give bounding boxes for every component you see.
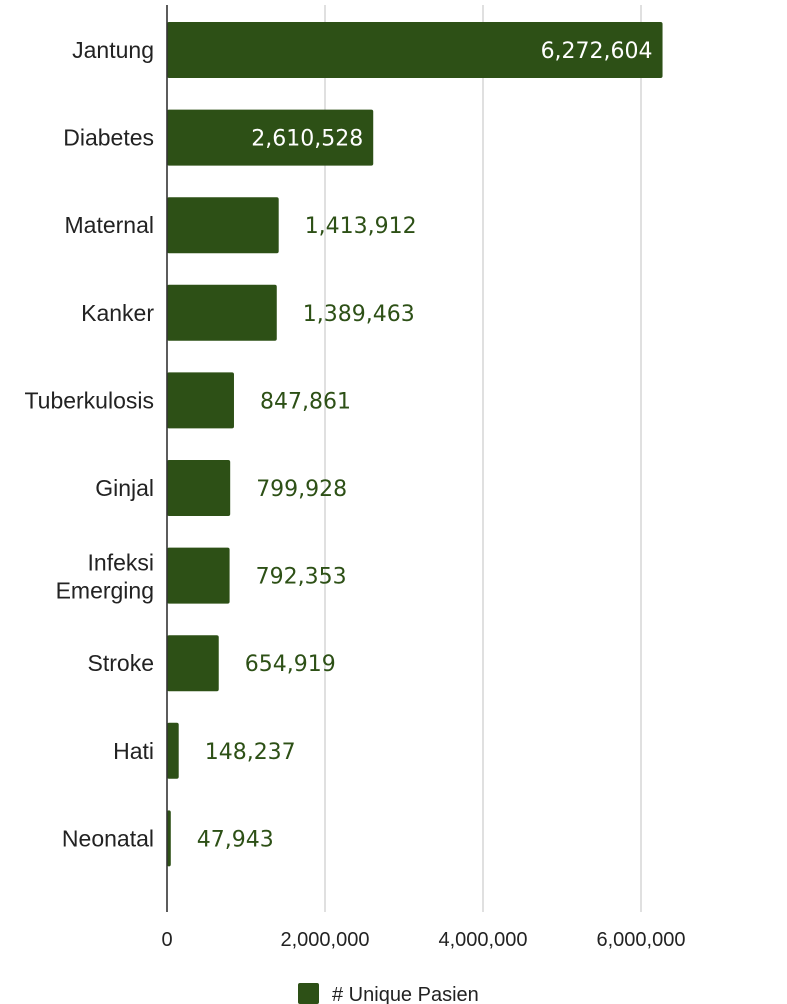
category-labels: Jantung Diabetes Maternal Kanker Tuberkulosi… [24,37,154,851]
category-label: Tuberkulosis [24,387,154,413]
data-label: 6,272,604 [541,39,653,64]
data-labels: 6,272,604 2,610,528 1,413,912 1,389,463 847,… [197,39,653,852]
bar [167,109,374,166]
bar [167,22,663,78]
legend-swatch [298,983,319,1004]
bar [167,547,230,604]
bar [167,460,231,516]
category-label: Neonatal [62,825,154,851]
legend: # Unique Pasien [298,983,479,1004]
data-label: 1,413,912 [305,214,417,239]
x-tick-label: 6,000,000 [597,929,686,951]
bar [167,197,279,254]
category-label: Maternal [65,212,154,238]
category-label: Kanker [81,300,154,326]
bar [167,284,277,341]
category-label: Diabetes [63,125,154,151]
category-label: Stroke [88,650,154,676]
legend-label: # Unique Pasien [332,984,479,1004]
data-label: 792,353 [256,565,347,590]
x-tick-label: 0 [161,929,172,951]
data-label: 799,928 [256,477,347,502]
bar [167,635,219,692]
category-label: Infeksi [88,550,154,576]
bar [167,722,179,779]
bar [167,372,234,429]
category-label: Jantung [72,37,154,63]
bar [167,810,171,867]
data-label: 654,919 [245,652,336,677]
data-label: 148,237 [205,740,296,765]
data-label: 847,861 [260,389,351,414]
bars [167,22,663,867]
category-label: Emerging [56,578,154,604]
x-axis-ticks: 0 2,000,000 4,000,000 6,000,000 [161,929,685,951]
x-tick-label: 4,000,000 [439,929,528,951]
category-label: Hati [113,738,154,764]
x-tick-label: 2,000,000 [281,929,370,951]
data-label: 47,943 [197,827,274,852]
data-label: 2,610,528 [251,127,363,152]
category-label: Ginjal [95,475,154,501]
data-label: 1,389,463 [303,302,415,327]
